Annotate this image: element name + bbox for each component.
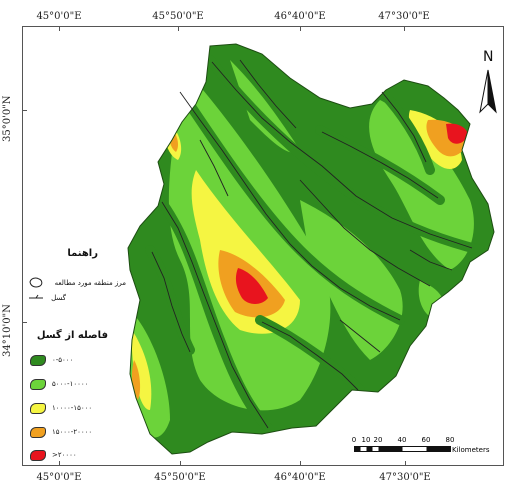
scale-tick-label: 0: [351, 436, 357, 444]
legend-class-label: ۰-۵۰۰۰: [52, 356, 74, 364]
left-tick-label: 35°0'0"N: [2, 95, 13, 142]
distance-zones: [128, 44, 494, 454]
study-area-symbol-icon: [29, 277, 43, 288]
legend-study-area: مرز منطقه مورد مطالعه: [54, 279, 126, 287]
fault-symbol-icon: [29, 294, 43, 299]
top-tick-label: 45°50'0"E: [152, 11, 204, 22]
legend-class-label: >۲۰۰۰۰: [52, 451, 77, 459]
scale-bar: 0 10 20 40 60 80 Kilometers: [351, 436, 490, 456]
top-tick-label: 47°30'0"E: [378, 11, 430, 22]
legend-class-label: ۵۰۰۰-۱۰۰۰۰: [52, 380, 89, 388]
left-tick-label: 34°10'0"N: [2, 304, 13, 357]
tick-mark: [59, 26, 60, 31]
legend-swatch-4: [30, 450, 46, 461]
tick-mark: [178, 26, 179, 31]
legend-fault: گسل: [51, 294, 66, 302]
fault-lines: [151, 59, 473, 429]
tick-mark: [300, 26, 301, 31]
zone-over-20000: [235, 123, 468, 304]
tick-mark: [22, 322, 27, 323]
top-tick-label: 46°40'0"E: [274, 11, 326, 22]
legend-swatch-3: [30, 427, 46, 438]
bottom-tick-label: 47°30'0"E: [379, 472, 431, 483]
scale-tick-label: 20: [373, 436, 383, 444]
study-area-boundary: [127, 43, 495, 455]
legend-distance-title: فاصله از گسل: [36, 330, 108, 341]
legend-swatch-2: [30, 403, 46, 414]
scale-tick-label: 60: [421, 436, 431, 444]
top-tick-label: 45°0'0"E: [36, 11, 82, 22]
scale-tick-label: 40: [397, 436, 407, 444]
tick-mark: [405, 461, 406, 466]
tick-mark: [22, 110, 27, 111]
fault-distance-map: [127, 43, 495, 455]
tick-mark: [404, 26, 405, 31]
north-arrow-icon: [479, 69, 497, 114]
bottom-tick-label: 45°50'0"E: [154, 472, 206, 483]
scale-tick-label: 80: [445, 436, 455, 444]
scale-bar-graphic: [354, 446, 451, 452]
legend-class-label: ۱۵۰۰۰-۲۰۰۰۰: [52, 428, 93, 436]
scale-tick-label: 10: [361, 436, 371, 444]
legend-class-label: ۱۰۰۰۰-۱۵۰۰۰: [52, 404, 93, 412]
tick-mark: [180, 461, 181, 466]
north-letter: N: [483, 49, 494, 65]
legend-title: راهنما: [67, 248, 98, 259]
legend-swatch-1: [30, 379, 46, 390]
tick-mark: [300, 461, 301, 466]
scale-unit: Kilometers: [452, 446, 490, 454]
bottom-tick-label: 46°40'0"E: [274, 472, 326, 483]
bottom-tick-label: 45°0'0"E: [36, 472, 82, 483]
tick-mark: [59, 461, 60, 466]
legend-swatch-0: [30, 355, 46, 366]
